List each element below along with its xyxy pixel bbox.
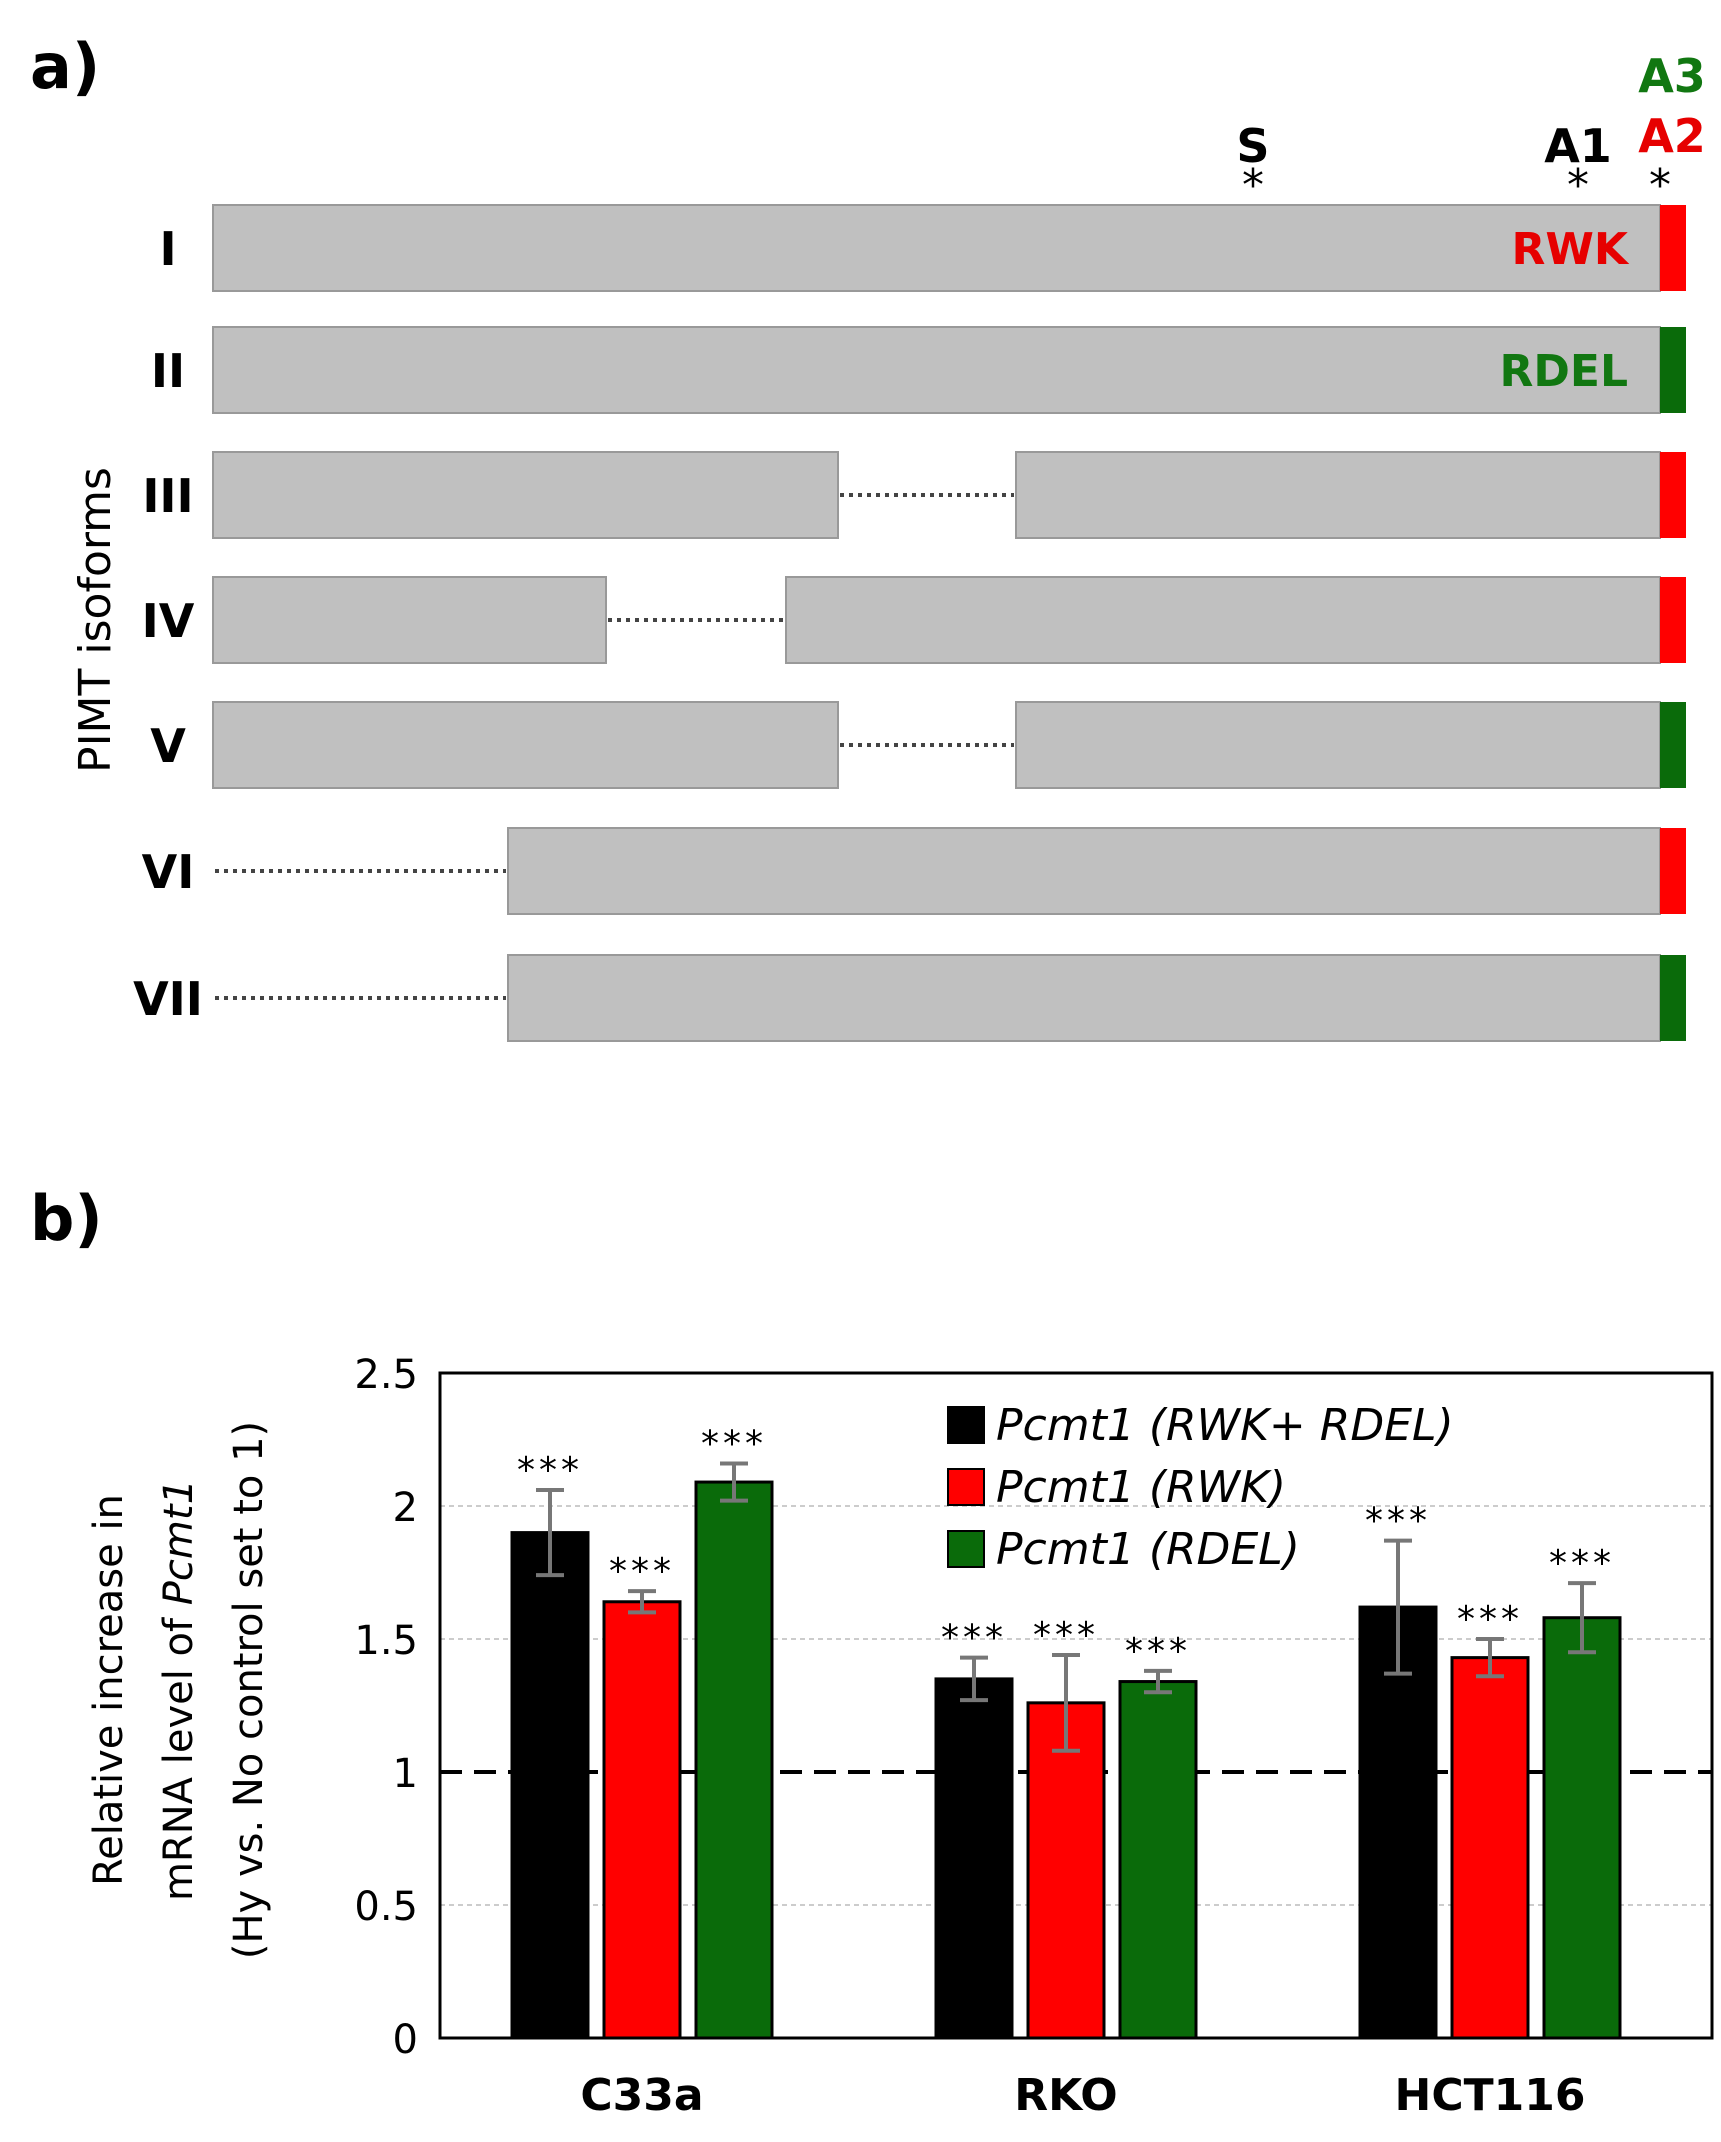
significance-label: *** <box>517 1450 583 1491</box>
bar-c33a-series-3 <box>694 1480 774 2040</box>
y-tick-label: 2.5 <box>354 1352 418 1398</box>
isoform-segment <box>212 701 839 789</box>
isoform-segment <box>212 451 839 539</box>
significance-label: *** <box>1549 1543 1615 1584</box>
significance-label: *** <box>609 1551 675 1592</box>
isoforms-axis-title: PIMT isoforms <box>70 467 121 773</box>
bar-hct116-series-3 <box>1542 1616 1622 2040</box>
marker-label: A2 <box>1638 109 1706 163</box>
legend: Pcmt1 (RWK+ RDEL) Pcmt1 (RWK) Pcmt1 (RDEL) <box>947 1400 1454 1575</box>
isoform-segment <box>507 827 1661 915</box>
marker-label: A1 <box>1544 119 1612 173</box>
chart-y-axis-title: Relative increase in mRNA level of Pcmt1… <box>86 1421 272 1959</box>
legend-swatch <box>947 1468 985 1506</box>
bar-rko-series-1 <box>934 1677 1014 2040</box>
isoform-tail-red <box>1660 577 1686 663</box>
isoform-tail-red <box>1660 452 1686 538</box>
x-tick-label: HCT116 <box>1395 2070 1586 2121</box>
ylabel-line-3: (Hy vs. No control set to 1) <box>226 1421 272 1959</box>
significance-label: *** <box>1125 1631 1191 1672</box>
bar-rko-series-3 <box>1118 1680 1198 2040</box>
y-tick-label: 1.5 <box>354 1618 418 1664</box>
bar-c33a-series-2 <box>602 1600 682 2040</box>
plot-frame <box>438 1371 1714 2040</box>
ylabel-line-1: Relative increase in <box>86 1494 132 1886</box>
bar-hct116-series-2 <box>1450 1656 1530 2040</box>
significance-label: *** <box>701 1423 767 1464</box>
isoform-segment <box>785 576 1661 664</box>
y-tick-label: 0 <box>393 2017 418 2063</box>
y-tick-label: 2 <box>393 1485 418 1531</box>
significance-label: *** <box>941 1618 1007 1659</box>
significance-label: *** <box>1457 1599 1523 1640</box>
motif-label: RWK <box>1511 224 1629 275</box>
isoform-label: V <box>150 719 186 773</box>
bar-rko-series-2 <box>1026 1701 1106 2040</box>
site-markers: S*A1*A2*A3 <box>1236 49 1705 211</box>
marker-label: S <box>1236 119 1269 173</box>
legend-label: Pcmt1 (RWK+ RDEL) <box>996 1400 1454 1451</box>
y-tick-label: 0.5 <box>354 1884 418 1930</box>
bar-hct116-series-1 <box>1358 1605 1438 2040</box>
y-tick-label: 1 <box>393 1751 418 1797</box>
isoform-label: II <box>151 344 185 398</box>
isoform-tail-green <box>1660 955 1686 1041</box>
bar-chart: 0 0.5 1 1.5 2 2.5 *** *** *** C33a *** *** *** RKO ***… <box>354 1352 1714 2121</box>
legend-label: Pcmt1 (RWK) <box>996 1462 1286 1513</box>
isoform-tail-red <box>1660 828 1686 914</box>
isoform-tail-red <box>1660 205 1686 291</box>
isoform-label: III <box>142 469 193 523</box>
isoform-segment <box>212 326 1661 414</box>
isoform-segment <box>212 204 1661 292</box>
ylabel-line-2: mRNA level of Pcmt1 <box>156 1479 202 1901</box>
isoform-label: IV <box>142 594 195 648</box>
isoform-segment <box>507 954 1661 1042</box>
motif-label: RDEL <box>1500 346 1629 397</box>
isoform-segment <box>1015 701 1661 789</box>
isoform-segment <box>212 576 607 664</box>
legend-swatch <box>947 1406 985 1444</box>
isoform-diagram: I RWK II RDEL III IV V VI VII <box>133 204 1686 1042</box>
isoform-label: VI <box>142 845 195 899</box>
isoform-label: I <box>159 222 176 276</box>
x-tick-label: RKO <box>1014 2070 1117 2121</box>
significance-label: *** <box>1365 1501 1431 1542</box>
isoform-segment <box>1015 451 1661 539</box>
legend-swatch <box>947 1530 985 1568</box>
panel-b-label: b) <box>30 1182 103 1255</box>
panel-a-label: a) <box>30 30 100 103</box>
isoform-tail-green <box>1660 702 1686 788</box>
isoform-label: VII <box>133 972 203 1026</box>
legend-label: Pcmt1 (RDEL) <box>996 1524 1300 1575</box>
marker-star: * <box>1567 160 1589 211</box>
marker-label: A3 <box>1638 49 1706 103</box>
marker-star: * <box>1242 160 1264 211</box>
marker-star: * <box>1649 160 1671 211</box>
bar-c33a-series-1 <box>510 1531 590 2040</box>
isoform-tail-green <box>1660 327 1686 413</box>
significance-label: *** <box>1033 1615 1099 1656</box>
x-tick-label: C33a <box>580 2070 703 2121</box>
